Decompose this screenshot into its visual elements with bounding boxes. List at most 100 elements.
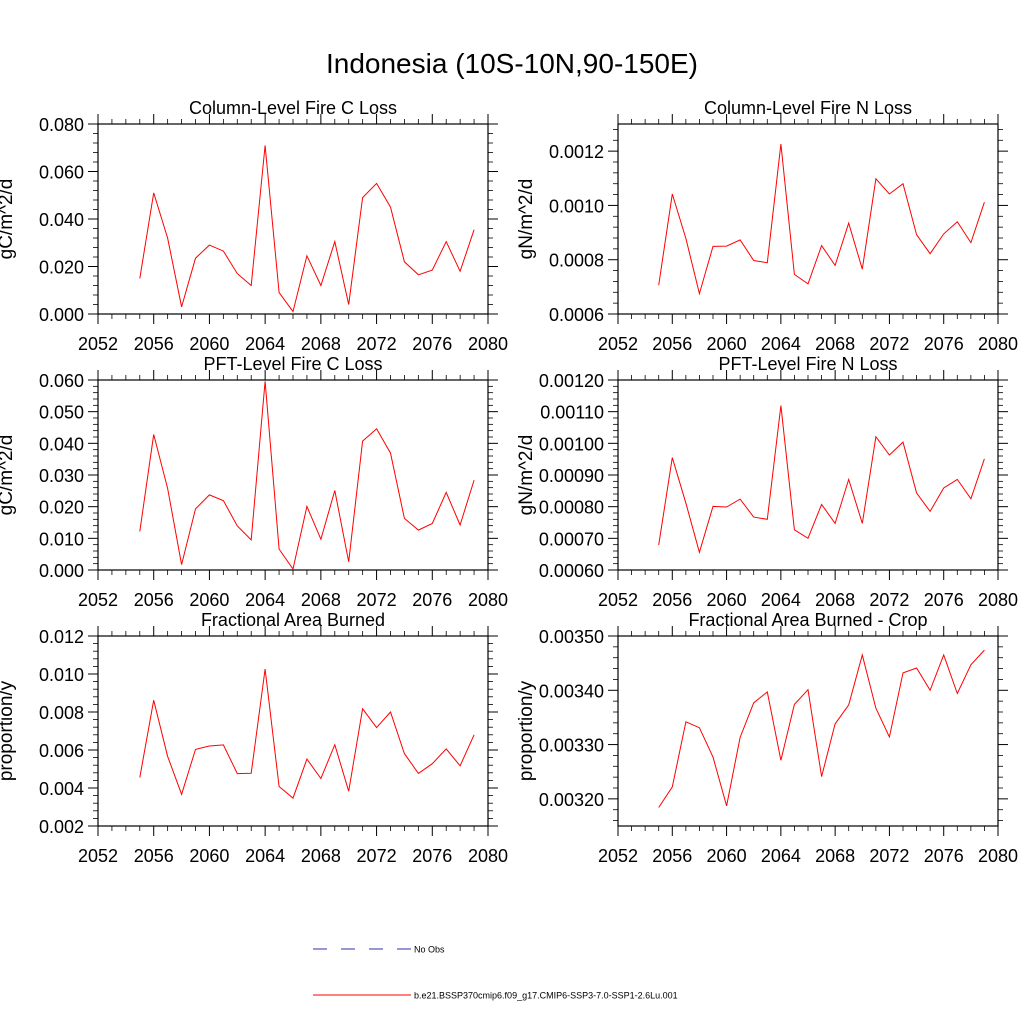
x-tick-label: 2052 bbox=[78, 334, 118, 354]
chart-panel-3: 2052 2056 2060 2064 2068 2072 2076 2080 0.000 0.0… bbox=[0, 354, 508, 610]
x-tick-label: 2064 bbox=[761, 590, 801, 610]
plot-frame bbox=[617, 123, 999, 315]
x-tick-label: 2056 bbox=[134, 334, 174, 354]
y-tick-label: 0.006 bbox=[39, 741, 84, 761]
plot-frame bbox=[617, 635, 999, 827]
legend-label-1: No Obs bbox=[414, 945, 445, 955]
y-axis-label: proportion/y bbox=[0, 680, 17, 781]
panel-title: PFT-Level Fire N Loss bbox=[718, 354, 897, 374]
x-tick-label: 2076 bbox=[412, 334, 452, 354]
x-tick-label: 2080 bbox=[468, 590, 508, 610]
series-line bbox=[658, 405, 985, 555]
y-tick-label: 0.060 bbox=[39, 371, 84, 391]
x-tick-label: 2068 bbox=[815, 590, 855, 610]
y-tick-label: 0.050 bbox=[39, 403, 84, 423]
x-tick-label: 2060 bbox=[189, 334, 229, 354]
y-tick-label: 0.010 bbox=[39, 529, 84, 549]
chart-panel-2: 2052 2056 2060 2064 2068 2072 2076 2080 0.0006 0.… bbox=[516, 98, 1018, 354]
x-tick-label: 2076 bbox=[924, 846, 964, 866]
chart-panel-4: 2052 2056 2060 2064 2068 2072 2076 2080 0.00060 0… bbox=[516, 354, 1018, 610]
y-tick-label: 0.00100 bbox=[539, 434, 604, 454]
x-tick-label: 2060 bbox=[707, 846, 747, 866]
y-tick-label: 0.00070 bbox=[539, 529, 604, 549]
y-tick-label: 0.040 bbox=[39, 210, 84, 230]
x-tick-label: 2056 bbox=[652, 334, 692, 354]
series-line bbox=[139, 145, 475, 313]
series-line bbox=[658, 144, 985, 296]
series-line bbox=[658, 649, 985, 808]
x-tick-label: 2068 bbox=[301, 846, 341, 866]
x-tick-label: 2052 bbox=[78, 846, 118, 866]
x-tick-label: 2080 bbox=[978, 334, 1018, 354]
y-tick-label: 0.020 bbox=[39, 498, 84, 518]
legend-label-2: b.e21.BSSP370cmip6.f09_g17.CMIP6-SSP3-7.… bbox=[414, 991, 678, 1001]
y-tick-label: 0.080 bbox=[39, 115, 84, 135]
x-tick-label: 2072 bbox=[357, 590, 397, 610]
x-tick-label: 2060 bbox=[189, 590, 229, 610]
y-axis-label: proportion/y bbox=[516, 680, 537, 781]
x-tick-label: 2076 bbox=[924, 590, 964, 610]
chart-panel-6: 2052 2056 2060 2064 2068 2072 2076 2080 0.00320 0… bbox=[516, 610, 1018, 866]
x-tick-label: 2064 bbox=[761, 334, 801, 354]
plot-frame bbox=[617, 379, 999, 571]
x-tick-label: 2080 bbox=[978, 590, 1018, 610]
x-tick-label: 2052 bbox=[78, 590, 118, 610]
x-tick-label: 2064 bbox=[761, 846, 801, 866]
x-tick-label: 2076 bbox=[412, 846, 452, 866]
legend: No Obs b.e21.BSSP370cmip6.f09_g17.CMIP6-S… bbox=[313, 945, 678, 1001]
y-tick-label: 0.0010 bbox=[549, 196, 604, 216]
y-tick-label: 0.00060 bbox=[539, 561, 604, 581]
x-tick-label: 2068 bbox=[301, 590, 341, 610]
x-tick-label: 2076 bbox=[412, 590, 452, 610]
y-tick-label: 0.00120 bbox=[539, 371, 604, 391]
x-tick-label: 2060 bbox=[189, 846, 229, 866]
y-tick-label: 0.012 bbox=[39, 627, 84, 647]
series-line bbox=[139, 669, 475, 799]
chart-panel-1: 2052 2056 2060 2064 2068 2072 2076 2080 0.000 0.0… bbox=[0, 98, 508, 354]
x-tick-label: 2068 bbox=[301, 334, 341, 354]
x-tick-label: 2064 bbox=[245, 846, 285, 866]
x-tick-label: 2060 bbox=[707, 334, 747, 354]
y-tick-label: 0.030 bbox=[39, 466, 84, 486]
y-axis-label: gN/m^2/d bbox=[516, 179, 537, 260]
x-tick-label: 2068 bbox=[815, 334, 855, 354]
y-tick-label: 0.010 bbox=[39, 665, 84, 685]
y-tick-label: 0.020 bbox=[39, 258, 84, 278]
y-tick-label: 0.0006 bbox=[549, 305, 604, 325]
x-tick-label: 2056 bbox=[652, 590, 692, 610]
panel-title: PFT-Level Fire C Loss bbox=[203, 354, 382, 374]
chart-panel-5: 2052 2056 2060 2064 2068 2072 2076 2080 0.002 0.0… bbox=[0, 610, 508, 866]
x-tick-label: 2068 bbox=[815, 846, 855, 866]
panel-title: Fractional Area Burned - Crop bbox=[688, 610, 927, 630]
x-tick-label: 2052 bbox=[598, 590, 638, 610]
y-tick-label: 0.00340 bbox=[539, 681, 604, 701]
x-tick-label: 2056 bbox=[134, 846, 174, 866]
series-line bbox=[139, 381, 475, 571]
panel-title: Fractional Area Burned bbox=[201, 610, 385, 630]
panel-title: Column-Level Fire N Loss bbox=[704, 98, 912, 118]
plot-frame bbox=[97, 123, 489, 315]
panel-title: Column-Level Fire C Loss bbox=[189, 98, 397, 118]
y-axis-label: gN/m^2/d bbox=[516, 435, 537, 516]
y-tick-label: 0.040 bbox=[39, 434, 84, 454]
y-tick-label: 0.00090 bbox=[539, 466, 604, 486]
x-tick-label: 2056 bbox=[652, 846, 692, 866]
y-tick-label: 0.00320 bbox=[539, 790, 604, 810]
plot-frame bbox=[97, 379, 489, 571]
y-tick-label: 0.060 bbox=[39, 163, 84, 183]
y-tick-label: 0.0008 bbox=[549, 251, 604, 271]
y-tick-label: 0.0012 bbox=[549, 142, 604, 162]
x-tick-label: 2052 bbox=[598, 846, 638, 866]
x-tick-label: 2076 bbox=[924, 334, 964, 354]
x-tick-label: 2052 bbox=[598, 334, 638, 354]
y-tick-label: 0.004 bbox=[39, 779, 84, 799]
page-title: Indonesia (10S-10N,90-150E) bbox=[325, 48, 698, 79]
y-tick-label: 0.002 bbox=[39, 817, 84, 837]
x-tick-label: 2072 bbox=[869, 590, 909, 610]
y-tick-label: 0.000 bbox=[39, 561, 84, 581]
x-tick-label: 2056 bbox=[134, 590, 174, 610]
y-tick-label: 0.008 bbox=[39, 703, 84, 723]
x-tick-label: 2072 bbox=[869, 846, 909, 866]
y-tick-label: 0.000 bbox=[39, 305, 84, 325]
